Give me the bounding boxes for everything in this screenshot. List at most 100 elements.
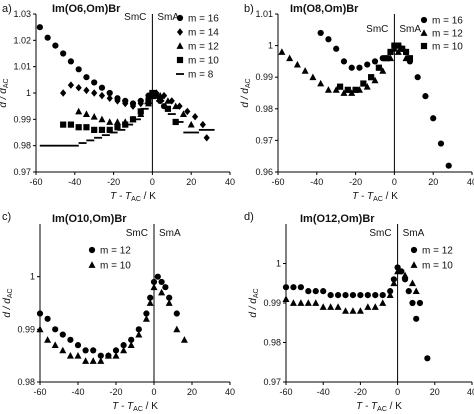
data-point bbox=[340, 89, 348, 96]
data-point bbox=[44, 34, 51, 41]
y-tick-label: 0.99 bbox=[17, 324, 35, 334]
data-point bbox=[349, 307, 357, 314]
data-point bbox=[114, 124, 121, 131]
data-point bbox=[198, 128, 207, 131]
data-point bbox=[114, 97, 121, 105]
data-point bbox=[304, 299, 312, 306]
data-point bbox=[120, 342, 127, 349]
x-tick-label: 20 bbox=[430, 387, 440, 397]
y-tick-label: 1.03 bbox=[13, 9, 31, 19]
phase-label-sma: SmA bbox=[157, 12, 179, 23]
y-tick-label: 0.98 bbox=[13, 141, 31, 151]
x-tick-label: 0 bbox=[395, 387, 400, 397]
legend-label: m = 16 bbox=[432, 16, 463, 27]
legend-entry: m = 12 bbox=[420, 29, 463, 40]
data-point bbox=[391, 42, 398, 49]
data-point bbox=[372, 292, 379, 299]
data-point bbox=[156, 100, 165, 102]
data-point bbox=[173, 310, 180, 317]
data-point bbox=[445, 162, 452, 169]
data-point bbox=[158, 288, 166, 296]
data-point bbox=[357, 292, 364, 299]
x-tick-label: 40 bbox=[467, 387, 474, 397]
data-point bbox=[146, 299, 154, 306]
data-point bbox=[203, 134, 210, 142]
data-point bbox=[137, 108, 144, 115]
data-point bbox=[166, 294, 173, 301]
phase-label-smc: SmC bbox=[126, 228, 148, 239]
data-point bbox=[104, 351, 112, 359]
legend-marker bbox=[420, 42, 428, 50]
legend-entry: m = 10 bbox=[88, 261, 131, 272]
panel-letter: b) bbox=[244, 3, 254, 15]
data-point bbox=[52, 42, 59, 49]
legend-marker bbox=[410, 261, 418, 268]
x-axis-label: T - TAC / K bbox=[110, 191, 156, 203]
data-point bbox=[179, 110, 187, 117]
data-point bbox=[89, 357, 97, 364]
data-point bbox=[142, 315, 150, 322]
data-point bbox=[143, 310, 150, 317]
data-point bbox=[101, 134, 110, 137]
data-point bbox=[172, 102, 180, 110]
data-point bbox=[82, 110, 90, 117]
legend-label: m = 12 bbox=[100, 246, 131, 257]
data-point bbox=[412, 287, 420, 295]
y-tick-label: 1.01 bbox=[255, 9, 273, 19]
data-point bbox=[60, 89, 67, 97]
data-point bbox=[297, 284, 304, 291]
data-point bbox=[132, 118, 141, 121]
data-point bbox=[317, 79, 325, 87]
panel-title: Im(O6,Om)Br bbox=[52, 3, 121, 15]
data-point bbox=[356, 64, 363, 71]
panel-letter: d) bbox=[244, 211, 254, 223]
legend-entry: m = 14 bbox=[176, 28, 219, 39]
data-point bbox=[91, 89, 98, 97]
legend-entry: m = 12 bbox=[176, 42, 219, 53]
y-tick-label: 0.99 bbox=[263, 298, 281, 308]
data-point bbox=[364, 61, 371, 68]
y-tick-label: 0.97 bbox=[263, 377, 281, 387]
legend-marker bbox=[420, 16, 428, 24]
data-point bbox=[394, 267, 402, 275]
data-point bbox=[70, 144, 79, 147]
x-tick-label: -20 bbox=[349, 177, 362, 187]
x-tick-label: -60 bbox=[33, 387, 46, 397]
data-point bbox=[379, 292, 386, 299]
legend-label: m = 10 bbox=[188, 56, 219, 67]
series-m10 bbox=[336, 42, 414, 93]
data-point bbox=[183, 131, 192, 134]
data-point bbox=[348, 64, 355, 71]
x-tick-label: 0 bbox=[392, 177, 397, 187]
data-point bbox=[348, 89, 356, 96]
y-tick-label: 0.98 bbox=[17, 377, 35, 387]
data-point bbox=[333, 45, 340, 52]
legend-label: m = 10 bbox=[422, 261, 453, 272]
data-point bbox=[59, 346, 67, 354]
data-point bbox=[401, 271, 409, 279]
y-tick-label: 0.98 bbox=[255, 104, 273, 114]
data-point bbox=[67, 81, 75, 89]
data-point bbox=[158, 278, 165, 286]
data-point bbox=[364, 303, 372, 310]
data-point bbox=[383, 55, 390, 62]
data-point bbox=[109, 131, 118, 134]
data-point bbox=[394, 48, 402, 55]
legend-label: m = 12 bbox=[188, 42, 219, 53]
legend-label: m = 10 bbox=[432, 42, 463, 53]
x-tick-label: 20 bbox=[428, 177, 438, 187]
data-point bbox=[47, 144, 56, 147]
data-point bbox=[149, 89, 156, 97]
data-point bbox=[36, 325, 44, 333]
chart-panel-b: -60 -40 -20 0 20 40 0.96 0.97 0.98 0.99 1 1.01b) Im(… bbox=[240, 3, 474, 203]
y-tick-label: 0.97 bbox=[255, 135, 273, 145]
data-point bbox=[342, 307, 350, 314]
data-point bbox=[74, 342, 82, 349]
data-point bbox=[290, 284, 297, 291]
data-point bbox=[120, 346, 128, 354]
data-point bbox=[297, 299, 305, 306]
data-point bbox=[75, 84, 82, 92]
data-point bbox=[327, 292, 334, 299]
phase-label-sma: SmA bbox=[403, 228, 425, 239]
phase-label-sma: SmA bbox=[159, 228, 181, 239]
